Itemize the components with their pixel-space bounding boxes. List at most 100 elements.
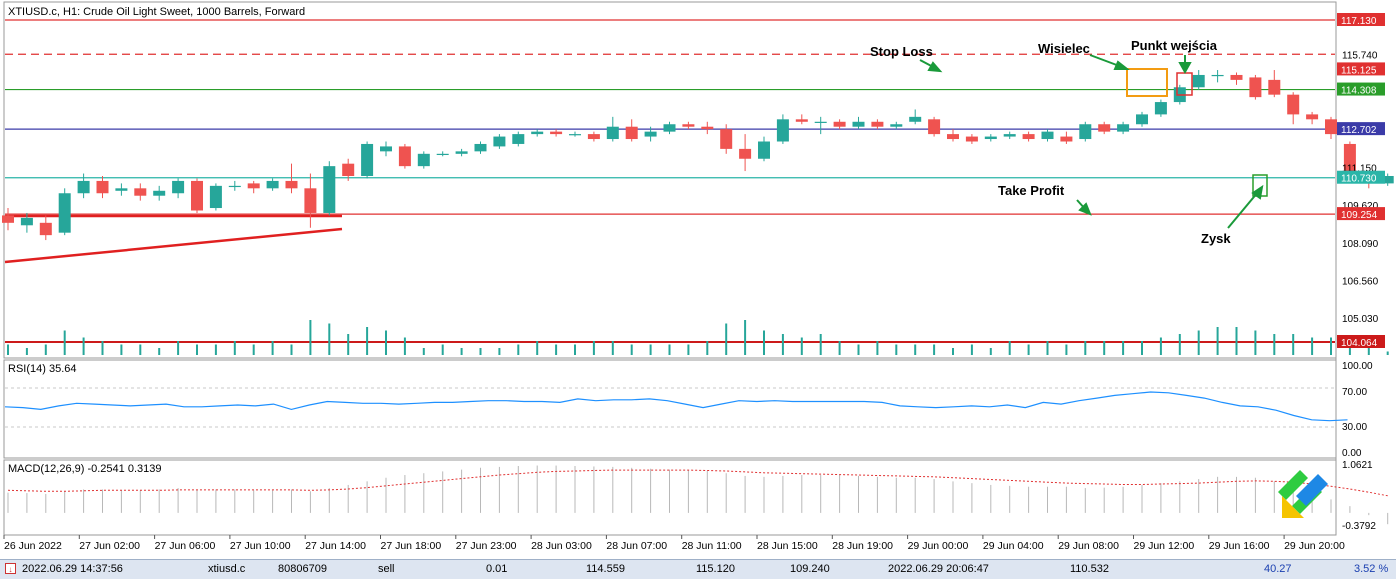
candle-body <box>493 136 506 147</box>
candle-body <box>172 180 185 194</box>
rsi-tick-label: 30.00 <box>1342 422 1367 433</box>
main-pane-frame <box>3 1 1337 359</box>
time-tick-label: 29 Jun 04:00 <box>983 540 1044 552</box>
candle-body <box>342 163 355 176</box>
candle-body <box>644 131 657 137</box>
status-profit: 40.27 <box>1264 563 1292 575</box>
candle-body <box>474 143 487 152</box>
candle-body <box>1079 124 1092 140</box>
price-label-text: 114.308 <box>1341 86 1377 97</box>
horizontal-levels <box>5 19 1335 343</box>
status-tp: 109.240 <box>790 563 830 575</box>
price-label-text: 110.730 <box>1341 174 1377 185</box>
candle-body <box>209 185 222 209</box>
price-axis-ticks: 115.740 111.150 109.620 108.090 106.560 105.0… <box>1342 50 1379 325</box>
time-tick-label: 28 Jun 07:00 <box>606 540 667 552</box>
time-tick-label: 27 Jun 06:00 <box>155 540 216 552</box>
time-tick-label: 28 Jun 15:00 <box>757 540 818 552</box>
time-tick-label: 27 Jun 14:00 <box>305 540 366 552</box>
candle-body <box>512 134 525 144</box>
price-label-text: 115.125 <box>1341 65 1377 76</box>
candle-body <box>134 188 147 196</box>
candle-body <box>1306 114 1319 120</box>
rsi-tick-label: 100.00 <box>1342 361 1373 372</box>
candle-body <box>739 148 752 159</box>
price-label-text: 104.064 <box>1341 338 1378 349</box>
time-tick-label: 27 Jun 23:00 <box>456 540 517 552</box>
rsi-pane-frame <box>3 359 1337 459</box>
candle-body <box>1041 131 1054 140</box>
price-tick-label: 111.150 <box>1342 163 1377 174</box>
price-label-bg <box>1337 82 1385 96</box>
candle-body <box>20 217 33 226</box>
price-tick-label: 115.740 <box>1342 50 1378 61</box>
candle-body <box>1268 79 1281 95</box>
candle-body <box>852 121 865 127</box>
time-tick-label: 27 Jun 10:00 <box>230 540 291 552</box>
candle-body <box>1287 94 1300 115</box>
status-volume: 0.01 <box>486 563 508 575</box>
price-tick-label: 106.560 <box>1342 276 1379 287</box>
candle-body <box>701 126 714 130</box>
annotation-stop-loss: Stop Loss <box>870 44 933 59</box>
time-tick-label: 28 Jun 11:00 <box>682 540 742 552</box>
price-label-bg <box>1337 13 1385 26</box>
candle-body <box>965 136 978 142</box>
candle-body <box>569 134 581 136</box>
annotation-entry-point: Punkt wejścia <box>1131 38 1218 53</box>
price-label-bg <box>1337 122 1385 136</box>
candle-body <box>871 121 884 127</box>
candle-body <box>398 146 411 167</box>
candle-body <box>682 124 695 127</box>
candle-body <box>1381 175 1394 184</box>
candle-body <box>776 119 789 142</box>
price-label-text: 117.130 <box>1341 16 1377 27</box>
time-tick-label: 29 Jun 16:00 <box>1209 540 1270 552</box>
price-tick-label: 109.620 <box>1342 201 1379 212</box>
candle-body <box>455 151 468 154</box>
candle-body <box>436 153 449 156</box>
status-percent: 3.52 % <box>1354 563 1389 575</box>
candle-body <box>266 180 279 189</box>
candle-body <box>1211 74 1224 77</box>
candle-body <box>2 215 14 223</box>
annotation-hanging-man: Wisielec <box>1038 41 1090 56</box>
candle-body <box>96 180 109 194</box>
price-label-bg <box>1337 62 1385 76</box>
trade-status-bar[interactable]: ↓ 2022.06.29 14:37:56 xtiusd.c 80806709 … <box>0 559 1396 579</box>
time-axis: 26 Jun 2022 27 Jun 02:00 27 Jun 06:00 27 Ju… <box>3 535 1345 552</box>
candle-body <box>285 180 298 189</box>
status-ticket: 80806709 <box>278 563 327 575</box>
candle-body <box>947 134 959 140</box>
rsi-title: RSI(14) 35.64 <box>8 363 76 375</box>
status-symbol: xtiusd.c <box>208 563 246 575</box>
status-close-price: 110.532 <box>1070 563 1109 575</box>
chart-title: XTIUSD.c, H1: Crude Oil Light Sweet, 100… <box>8 6 305 18</box>
candle-body <box>928 119 941 135</box>
candle-body <box>795 119 808 122</box>
status-open-price: 114.559 <box>586 563 625 575</box>
trendline-support <box>4 227 343 264</box>
candle-body <box>720 129 733 149</box>
candle-body <box>758 141 770 159</box>
candle-body <box>380 146 392 152</box>
rsi-line <box>4 391 1348 422</box>
candle-body <box>814 121 827 123</box>
time-tick-label: 27 Jun 02:00 <box>79 540 140 552</box>
rsi-tick-label: 0.00 <box>1342 448 1362 459</box>
annotation-take-profit: Take Profit <box>998 183 1065 198</box>
trendlines <box>4 214 343 264</box>
candle-body <box>1325 119 1337 135</box>
broker-logo-icon <box>1278 470 1328 518</box>
candle-body <box>304 188 317 213</box>
candle-body <box>153 190 166 196</box>
candle-body <box>550 131 563 135</box>
status-open-time: 2022.06.29 14:37:56 <box>22 563 123 575</box>
status-close-time: 2022.06.29 20:06:47 <box>888 563 989 575</box>
time-tick-label: 29 Jun 12:00 <box>1134 540 1195 552</box>
candle-body <box>909 116 922 122</box>
candle-body <box>1136 114 1148 125</box>
macd-histogram <box>7 465 1389 525</box>
candle-body <box>1098 124 1111 132</box>
